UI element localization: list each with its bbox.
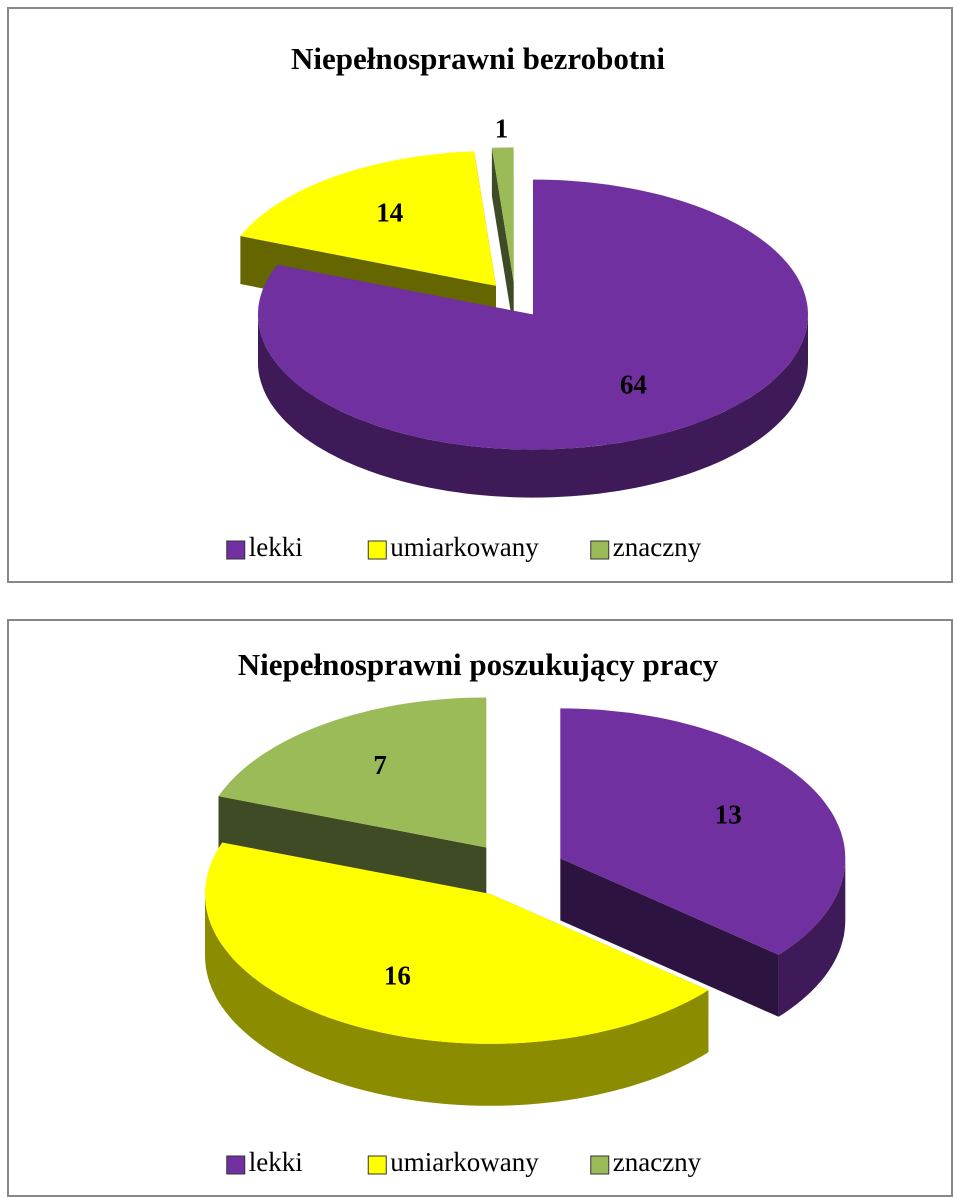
legend-swatch (226, 540, 246, 560)
slice (258, 179, 808, 450)
chart-title: Niepełnosprawni bezrobotni (291, 41, 665, 76)
slice-radial-side (560, 858, 779, 1017)
legend-label: umiarkowany (390, 1147, 539, 1177)
slice (218, 697, 487, 848)
value-label: 13 (715, 799, 742, 829)
legend-label: umiarkowany (390, 532, 539, 562)
slice (205, 842, 709, 1044)
legend-swatch (367, 1155, 387, 1175)
value-label: 1 (495, 114, 509, 144)
slice (240, 151, 496, 286)
slice-side (258, 314, 808, 498)
legend-label: znaczny (613, 532, 702, 562)
chart-title: Niepełnosprawni poszukujący pracy (238, 647, 719, 682)
legend-swatch (590, 540, 610, 560)
legend-swatch (590, 1155, 610, 1175)
legend-label: lekki (249, 1147, 303, 1177)
legend-label: znaczny (613, 1147, 702, 1177)
value-label: 14 (376, 197, 403, 227)
slice-side (778, 858, 846, 1017)
slice (491, 147, 514, 283)
legend-label: lekki (249, 532, 303, 562)
value-label: 7 (373, 750, 387, 780)
slice-side (205, 893, 709, 1106)
value-label: 64 (620, 369, 647, 399)
value-label: 16 (384, 960, 411, 990)
legend-swatch (367, 540, 387, 560)
slice (560, 708, 846, 955)
slice-radial-side (491, 147, 514, 331)
legend-swatch (226, 1155, 246, 1175)
